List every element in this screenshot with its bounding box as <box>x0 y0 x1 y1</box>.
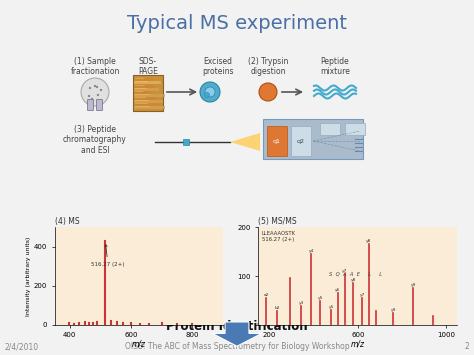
Circle shape <box>89 87 91 89</box>
Text: y8: y8 <box>351 278 356 282</box>
Text: q1: q1 <box>273 138 281 143</box>
Circle shape <box>88 95 90 97</box>
Text: Typical MS experiment: Typical MS experiment <box>127 14 347 33</box>
Text: LLEAAAOSTK
516.27 (2+): LLEAAAOSTK 516.27 (2+) <box>262 231 296 242</box>
Text: y4: y4 <box>309 249 314 253</box>
Text: Excised
proteins: Excised proteins <box>202 57 234 76</box>
Text: y6: y6 <box>335 288 341 292</box>
Text: 2: 2 <box>464 342 469 351</box>
Circle shape <box>96 86 98 88</box>
Text: (2) Trypsin
digestion: (2) Trypsin digestion <box>248 57 288 76</box>
Text: (4) MS: (4) MS <box>55 217 79 226</box>
Text: b2: b2 <box>274 306 280 310</box>
Text: y7: y7 <box>342 269 347 273</box>
Text: OISB: The ABC of Mass Spectrometry for Biology Workshop: OISB: The ABC of Mass Spectrometry for B… <box>125 342 349 351</box>
Circle shape <box>91 98 93 100</box>
Text: 2/4/2010: 2/4/2010 <box>5 342 39 351</box>
Text: y8: y8 <box>366 239 372 243</box>
Text: y5: y5 <box>318 296 323 300</box>
Circle shape <box>204 93 210 98</box>
FancyBboxPatch shape <box>263 119 363 159</box>
Circle shape <box>205 87 215 97</box>
FancyBboxPatch shape <box>183 139 189 145</box>
Circle shape <box>81 78 109 106</box>
FancyBboxPatch shape <box>345 123 365 135</box>
FancyBboxPatch shape <box>133 75 163 111</box>
Text: S  Q  A  A  E     L     L: S Q A A E L L <box>329 271 382 276</box>
Text: Peptide
mixture: Peptide mixture <box>320 57 350 76</box>
Text: y7: y7 <box>360 293 365 297</box>
Circle shape <box>200 82 220 102</box>
Circle shape <box>259 83 277 101</box>
Text: q2: q2 <box>297 138 305 143</box>
Text: Protein Identification: Protein Identification <box>166 320 308 333</box>
FancyBboxPatch shape <box>291 126 311 156</box>
Polygon shape <box>230 133 260 151</box>
FancyArrow shape <box>212 322 262 346</box>
FancyBboxPatch shape <box>267 126 287 156</box>
Y-axis label: Intensity (arbitrary units): Intensity (arbitrary units) <box>26 236 31 316</box>
Circle shape <box>100 89 102 91</box>
Text: y9: y9 <box>410 283 416 287</box>
Text: SDS-
PAGE: SDS- PAGE <box>138 57 158 76</box>
Text: y3: y3 <box>299 301 304 305</box>
Text: 516.27 (2+): 516.27 (2+) <box>91 245 125 267</box>
Text: y9: y9 <box>391 308 396 312</box>
FancyBboxPatch shape <box>97 99 102 110</box>
Text: y5: y5 <box>328 305 334 309</box>
FancyBboxPatch shape <box>88 99 93 110</box>
Text: (1) Sample
fractionation: (1) Sample fractionation <box>70 57 120 76</box>
Text: (3) Peptide
chromatography
and ESI: (3) Peptide chromatography and ESI <box>63 125 127 155</box>
X-axis label: m/z: m/z <box>132 340 146 349</box>
Text: a2: a2 <box>264 293 269 297</box>
Circle shape <box>97 94 99 96</box>
FancyBboxPatch shape <box>320 123 340 135</box>
Circle shape <box>94 85 96 87</box>
X-axis label: m/z: m/z <box>351 340 365 349</box>
Text: (5) MS/MS: (5) MS/MS <box>258 217 297 226</box>
